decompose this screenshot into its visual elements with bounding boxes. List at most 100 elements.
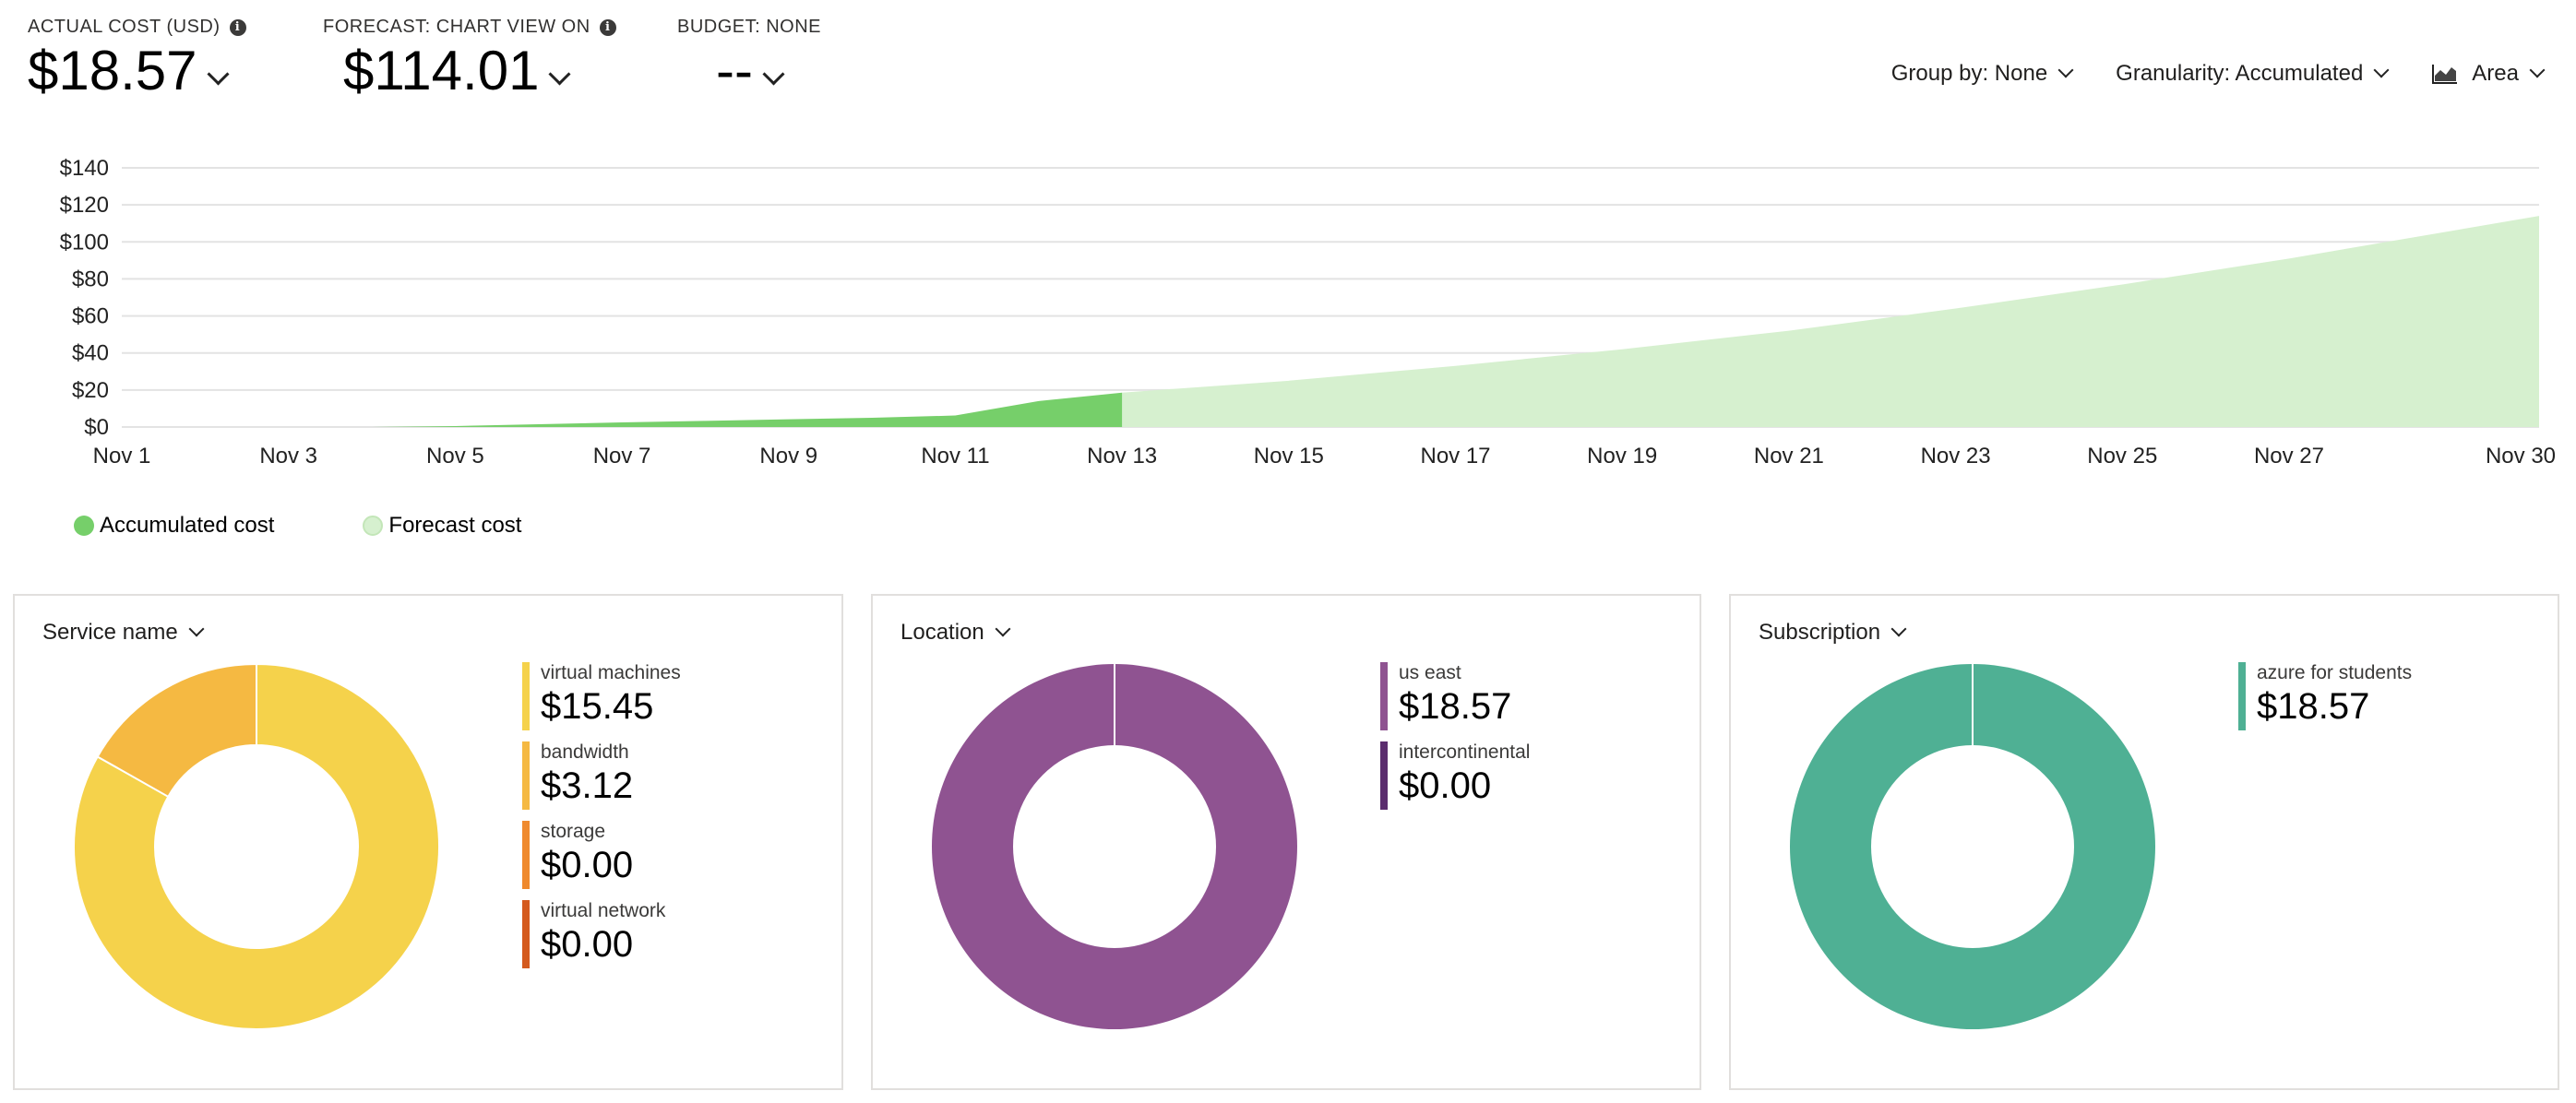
info-icon[interactable]: i (229, 18, 246, 36)
x-tick-label: Nov 23 (1921, 444, 1991, 468)
card-subscription: Subscription azure for students $18.57 (1729, 594, 2559, 1090)
legend-item-value: $0.00 (541, 845, 634, 885)
chevron-down-icon[interactable] (548, 63, 571, 86)
info-icon[interactable]: i (599, 18, 616, 36)
kpi-forecast: FORECAST: CHART VIEW ON i $114.01 (323, 17, 616, 99)
chevron-down-icon[interactable] (762, 63, 785, 86)
donut-chart (931, 664, 1297, 1029)
legend-item-forecast[interactable]: Forecast cost (363, 513, 521, 539)
chevron-down-icon (2373, 62, 2390, 78)
chevron-down-icon (995, 621, 1011, 637)
legend-dot-accumulated (74, 516, 94, 536)
kpi-forecast-value-row[interactable]: $114.01 (323, 43, 616, 99)
card-title: Location (900, 620, 984, 645)
legend-label-forecast: Forecast cost (388, 513, 522, 538)
card-title: Subscription (1759, 620, 1881, 645)
kpi-forecast-label: FORECAST: CHART VIEW ON (323, 17, 590, 37)
donut-legend-item[interactable]: us east $18.57 (1380, 662, 1530, 741)
legend-item-name: intercontinental (1399, 741, 1531, 763)
donut-slice[interactable] (96, 662, 257, 799)
donut-slice[interactable] (73, 662, 440, 1030)
accumulated-cost-area[interactable] (372, 392, 1123, 427)
donut-legend: azure for students $18.57 (2238, 662, 2412, 741)
x-tick-label: Nov 17 (1420, 444, 1490, 468)
chevron-down-icon[interactable] (206, 63, 230, 86)
legend-item-name: storage (541, 821, 606, 842)
card-header-dropdown[interactable]: Subscription (1759, 620, 1907, 646)
card-header-dropdown[interactable]: Service name (42, 620, 205, 646)
legend-item-value: $15.45 (541, 686, 654, 727)
granularity-dropdown[interactable]: Granularity: Accumulated (2116, 61, 2390, 87)
donut-legend-item[interactable]: intercontinental $0.00 (1380, 741, 1530, 821)
chart-y-axis: $0 $20 $40 $60 $80 $100 $120 $140 (60, 156, 109, 440)
kpi-budget-value-row[interactable]: -- (677, 43, 821, 99)
donut-legend: us east $18.57 intercontinental $0.00 (1380, 662, 1530, 821)
x-tick-label: Nov 9 (759, 444, 817, 468)
legend-item-name: us east (1399, 662, 1461, 683)
chevron-down-icon (2529, 62, 2546, 78)
legend-item-value: $0.00 (541, 924, 634, 965)
legend-dot-forecast (363, 516, 384, 536)
donut-legend-item[interactable]: bandwidth $3.12 (522, 741, 681, 821)
donut-legend-item[interactable]: virtual machines $15.45 (522, 662, 681, 741)
legend-item-value: $18.57 (2257, 686, 2370, 727)
legend-item-value: $3.12 (541, 765, 634, 806)
group-by-dropdown[interactable]: Group by: None (1890, 61, 2074, 87)
donut-slice[interactable] (931, 664, 1297, 1029)
donut-legend-item[interactable]: azure for students $18.57 (2238, 662, 2412, 741)
legend-color-bar (522, 900, 530, 968)
x-tick-label: Nov 13 (1087, 444, 1157, 468)
x-tick-label: Nov 25 (2087, 444, 2157, 468)
legend-item-name: bandwidth (541, 741, 629, 763)
kpi-actual-cost: ACTUAL COST (USD) i $18.57 (28, 17, 246, 99)
donut-legend: virtual machines $15.45 bandwidth $3.12 … (522, 662, 681, 979)
chart-toolbar: Group by: None Granularity: Accumulated … (1890, 61, 2546, 87)
legend-color-bar (2238, 662, 2246, 730)
y-tick-label: $0 (84, 415, 109, 440)
legend-item-name: azure for students (2257, 662, 2413, 683)
kpi-budget-label: BUDGET: NONE (677, 17, 822, 37)
kpi-actual-value-row[interactable]: $18.57 (28, 43, 246, 99)
legend-label-accumulated: Accumulated cost (100, 513, 275, 538)
legend-color-bar (1380, 741, 1388, 810)
legend-item-name: virtual machines (541, 662, 681, 683)
chart-gridlines (122, 167, 2539, 428)
card-service-name: Service name virtual machines $15.45 ban… (13, 594, 843, 1090)
chevron-down-icon (188, 621, 205, 637)
x-tick-label: Nov 1 (93, 444, 151, 468)
legend-color-bar (522, 821, 530, 889)
kpi-budget-value: -- (716, 40, 753, 101)
donut-chart (73, 662, 440, 1030)
area-chart-icon (2432, 65, 2458, 84)
legend-item-accumulated[interactable]: Accumulated cost (74, 513, 274, 539)
donut-legend-item[interactable]: virtual network $0.00 (522, 900, 681, 979)
donut-legend-item[interactable]: storage $0.00 (522, 821, 681, 900)
chart-legend: Accumulated cost Forecast cost (74, 513, 521, 539)
chevron-down-icon (1890, 621, 1907, 637)
forecast-cost-area[interactable] (1122, 216, 2539, 427)
x-tick-label: Nov 15 (1254, 444, 1324, 468)
chart-type-dropdown[interactable]: Area (2431, 61, 2546, 87)
x-tick-label: Nov 30 (2486, 444, 2556, 468)
y-tick-label: $140 (60, 156, 109, 181)
group-by-label: Group by: None (1890, 61, 2048, 86)
y-tick-label: $80 (72, 267, 109, 291)
donut-slice[interactable] (1789, 664, 2155, 1029)
chart-type-label: Area (2472, 61, 2519, 86)
kpi-forecast-value: $114.01 (343, 40, 540, 101)
card-location: Location us east $18.57 intercontinental… (871, 594, 1701, 1090)
legend-item-value: $18.57 (1399, 686, 1512, 727)
chart-series (372, 216, 2539, 427)
chart-x-axis: Nov 1 Nov 3 Nov 5 Nov 7 Nov 9 Nov 11 Nov 13 Nov… (93, 444, 2556, 468)
x-tick-label: Nov 7 (593, 444, 651, 468)
y-tick-label: $120 (60, 193, 109, 218)
granularity-label: Granularity: Accumulated (2116, 61, 2364, 86)
y-tick-label: $60 (72, 304, 109, 329)
card-header-dropdown[interactable]: Location (900, 620, 1011, 646)
x-tick-label: Nov 21 (1754, 444, 1824, 468)
legend-color-bar (522, 741, 530, 810)
legend-color-bar (522, 662, 530, 730)
chevron-down-icon (2057, 62, 2074, 78)
card-title: Service name (42, 620, 178, 645)
x-tick-label: Nov 3 (259, 444, 317, 468)
